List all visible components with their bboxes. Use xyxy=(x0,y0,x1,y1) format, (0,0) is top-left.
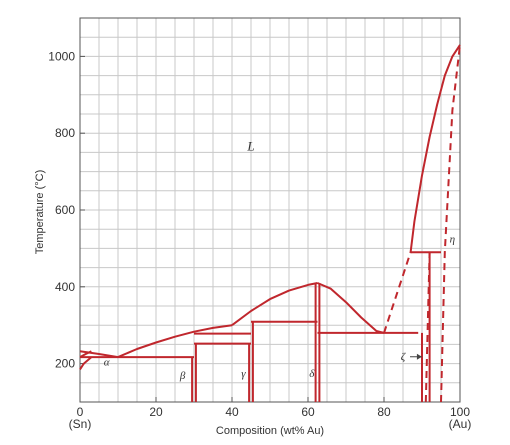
x-tick-label: 0 xyxy=(77,405,84,419)
phase-label: L xyxy=(246,138,254,153)
zeta-pointer-arrow xyxy=(410,353,422,360)
boundary-liquidus-delta xyxy=(231,282,318,327)
x-end-label-sn: (Sn) xyxy=(69,417,92,431)
x-tick-label: 40 xyxy=(225,405,239,419)
boundary-liquidus-left xyxy=(79,350,119,359)
y-tick-label: 400 xyxy=(55,280,75,294)
y-tick-label: 200 xyxy=(55,357,75,371)
boundary-liquidus-au xyxy=(409,44,461,253)
phase-label: ζ xyxy=(401,351,407,363)
y-axis-label: Temperature (°C) xyxy=(34,170,46,254)
boundary-dashed-eta-solvus xyxy=(440,44,461,403)
x-end-label-au: (Au) xyxy=(449,417,472,431)
y-axis-ticks: 200 400 600 800 1000 xyxy=(48,49,85,371)
boundary-dashed-liquidus-upper xyxy=(383,251,412,334)
x-axis-label: Composition (wt% Au) xyxy=(216,425,324,437)
phase-label: γ xyxy=(241,368,246,380)
boundary-liquidus-delta-right xyxy=(317,282,385,334)
y-tick-label: 1000 xyxy=(48,49,75,63)
x-tick-label: 80 xyxy=(377,405,391,419)
x-tick-label: 100 xyxy=(450,405,470,419)
y-tick-label: 600 xyxy=(55,203,75,217)
phase-label: α xyxy=(104,357,110,369)
phase-label: δ xyxy=(309,368,315,380)
grid xyxy=(80,18,460,402)
phase-label: β xyxy=(179,370,186,382)
y-tick-label: 800 xyxy=(55,126,75,140)
x-axis-ticks: 0 20 40 60 80 100 xyxy=(77,397,470,419)
boundary-alpha-solvus-b xyxy=(79,356,93,370)
x-tick-label: 20 xyxy=(149,405,163,419)
phase-label: η xyxy=(450,234,455,246)
zeta-arrow-head xyxy=(416,353,422,360)
boundary-dashed-eta-zeta xyxy=(424,252,431,403)
boundary-alpha-solvus-a xyxy=(79,350,92,358)
boundary-liquidus-beta xyxy=(117,324,233,359)
phase-labels: Lα β γ δ ζ η xyxy=(104,138,455,381)
x-tick-label: 60 xyxy=(301,405,315,419)
phase-boundaries xyxy=(79,44,461,403)
